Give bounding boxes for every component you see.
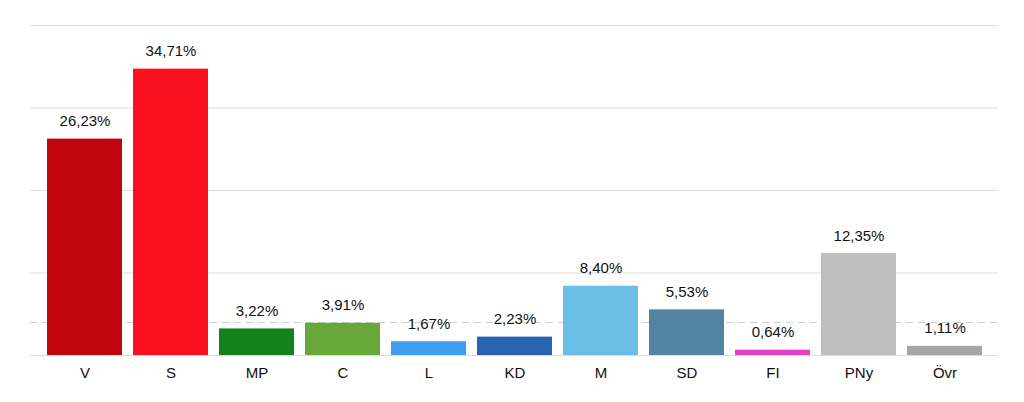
- svg-text:1,67%: 1,67%: [408, 315, 451, 332]
- svg-text:1,11%: 1,11%: [924, 319, 965, 336]
- svg-text:V: V: [80, 364, 90, 381]
- svg-text:MP: MP: [246, 364, 269, 381]
- svg-text:L: L: [425, 364, 433, 381]
- svg-text:12,35%: 12,35%: [834, 227, 885, 244]
- svg-text:M: M: [595, 364, 608, 381]
- svg-text:PNy: PNy: [845, 364, 874, 381]
- svg-text:0,64%: 0,64%: [752, 323, 795, 340]
- svg-text:2,23%: 2,23%: [494, 310, 537, 327]
- svg-text:Övr: Övr: [933, 364, 957, 381]
- svg-text:FI: FI: [766, 364, 779, 381]
- svg-text:3,91%: 3,91%: [322, 296, 365, 313]
- svg-text:SD: SD: [677, 364, 698, 381]
- svg-text:26,23%: 26,23%: [60, 112, 111, 129]
- svg-text:C: C: [338, 364, 349, 381]
- svg-text:3,22%: 3,22%: [236, 302, 279, 319]
- svg-text:34,71%: 34,71%: [146, 42, 197, 59]
- svg-text:KD: KD: [505, 364, 526, 381]
- svg-text:5,53%: 5,53%: [666, 283, 709, 300]
- svg-text:8,40%: 8,40%: [580, 259, 623, 276]
- svg-text:S: S: [166, 364, 176, 381]
